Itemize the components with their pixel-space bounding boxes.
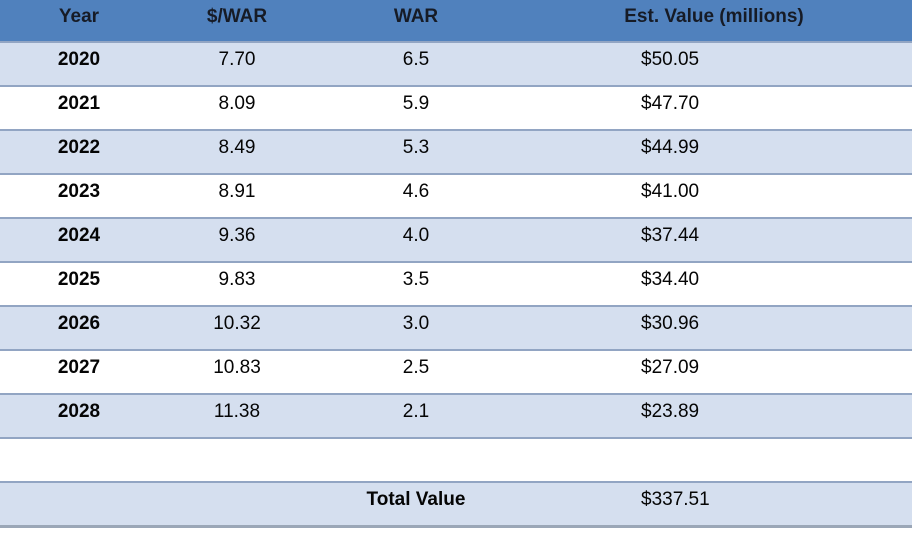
war-cell: 4.6 — [402, 181, 430, 202]
total-value-label: Total Value — [366, 489, 466, 510]
war-cell: 6.5 — [402, 49, 430, 70]
war-cell: 2.5 — [402, 357, 430, 378]
est-value-cell: $47.70 — [641, 93, 700, 114]
dollar-per-war-cell: 8.91 — [218, 181, 256, 202]
table-row-2025: 2025 9.83 3.5 $34.40 — [0, 262, 912, 306]
year-cell: 2021 — [57, 93, 101, 114]
year-cell: 2027 — [57, 357, 101, 378]
dollar-per-war-cell: 10.83 — [213, 357, 261, 378]
year-cell: 2020 — [57, 49, 101, 70]
spacer-row — [0, 438, 912, 482]
table-row-2024: 2024 9.36 4.0 $37.44 — [0, 218, 912, 262]
year-cell: 2023 — [57, 181, 101, 202]
total-value-amount: $337.51 — [641, 489, 710, 510]
est-value-cell: $44.99 — [641, 137, 700, 158]
empty-cell — [316, 438, 516, 482]
est-value-cell: $23.89 — [641, 401, 700, 422]
war-cell: 3.5 — [402, 269, 430, 290]
year-cell: 2028 — [57, 401, 101, 422]
table-row-2027: 2027 10.83 2.5 $27.09 — [0, 350, 912, 394]
year-cell: 2025 — [57, 269, 101, 290]
est-value-cell: $30.96 — [641, 313, 700, 334]
empty-cell — [158, 438, 316, 482]
year-cell: 2026 — [57, 313, 101, 334]
dollar-per-war-cell: 10.32 — [213, 313, 261, 334]
year-cell: 2022 — [57, 137, 101, 158]
table-header: Year $/WAR WAR Est. Value (millions) — [0, 0, 912, 42]
table-row-2022: 2022 8.49 5.3 $44.99 — [0, 130, 912, 174]
header-row: Year $/WAR WAR Est. Value (millions) — [0, 0, 912, 42]
dollar-per-war-cell: 8.09 — [218, 93, 256, 114]
war-cell: 5.3 — [402, 137, 430, 158]
dollar-per-war-cell: 11.38 — [213, 401, 261, 422]
table-body: 2020 7.70 6.5 $50.05 2021 8.09 5.9 $47.7… — [0, 42, 912, 526]
table-row-2023: 2023 8.91 4.6 $41.00 — [0, 174, 912, 218]
est-value-cell: $27.09 — [641, 357, 700, 378]
est-value-cell: $37.44 — [641, 225, 700, 246]
column-header-war: WAR — [393, 6, 439, 27]
column-header-est-value: Est. Value (millions) — [624, 6, 804, 27]
est-value-cell: $34.40 — [641, 269, 700, 290]
table-row-2020: 2020 7.70 6.5 $50.05 — [0, 42, 912, 86]
column-header-year: Year — [58, 6, 100, 27]
empty-cell — [516, 438, 912, 482]
column-header-dollar-per-war: $/WAR — [206, 6, 268, 27]
war-cell: 2.1 — [402, 401, 430, 422]
est-value-cell: $50.05 — [641, 49, 700, 70]
war-cell: 4.0 — [402, 225, 430, 246]
empty-cell — [0, 438, 158, 482]
empty-cell — [0, 482, 158, 526]
war-cell: 3.0 — [402, 313, 430, 334]
empty-cell — [158, 482, 316, 526]
dollar-per-war-cell: 9.36 — [218, 225, 256, 246]
est-value-cell: $41.00 — [641, 181, 700, 202]
dollar-per-war-cell: 7.70 — [218, 49, 256, 70]
war-cell: 5.9 — [402, 93, 430, 114]
year-cell: 2024 — [57, 225, 101, 246]
dollar-per-war-cell: 8.49 — [218, 137, 256, 158]
table-row-2026: 2026 10.32 3.0 $30.96 — [0, 306, 912, 350]
table-row-2028: 2028 11.38 2.1 $23.89 — [0, 394, 912, 438]
table-row-2021: 2021 8.09 5.9 $47.70 — [0, 86, 912, 130]
dollar-per-war-cell: 9.83 — [218, 269, 256, 290]
total-row: Total Value $337.51 — [0, 482, 912, 526]
